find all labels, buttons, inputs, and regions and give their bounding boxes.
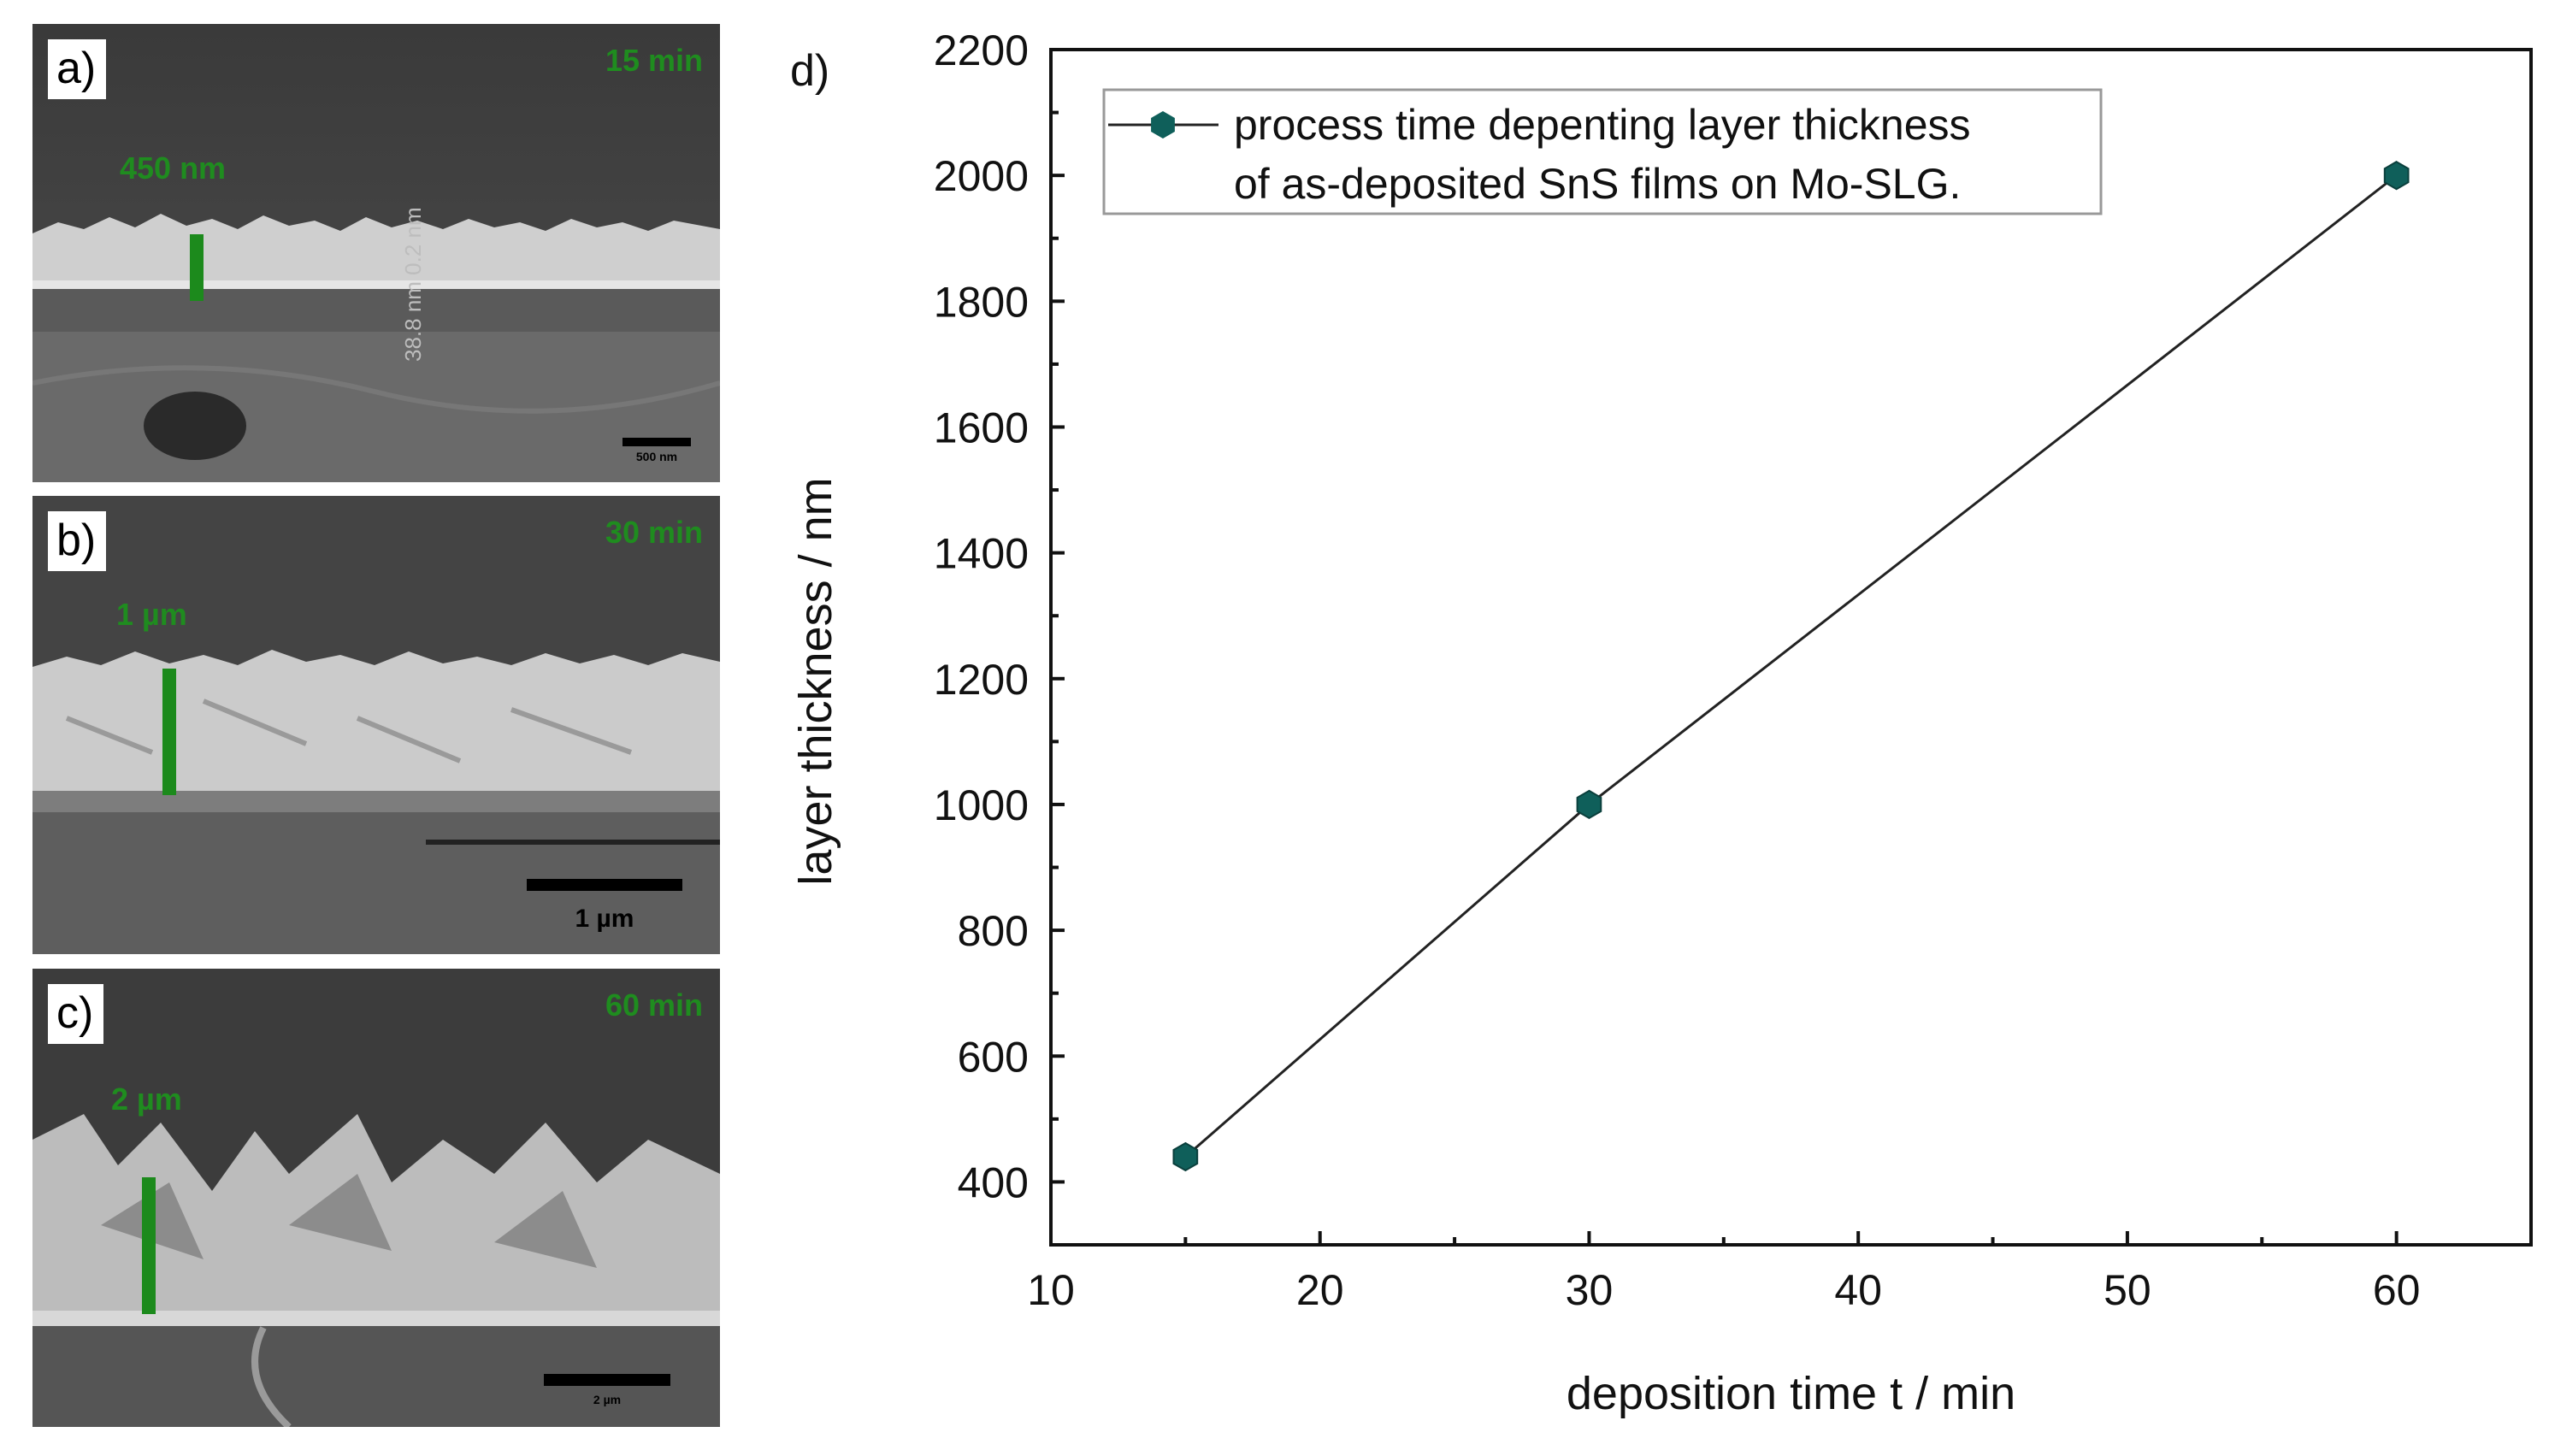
legend-text-line-1: process time depenting layer thickness (1234, 101, 1971, 149)
thickness-label-a: 450 nm (120, 150, 227, 186)
y-tick-label: 600 (958, 1033, 1029, 1081)
legend-text-line-2: of as-deposited SnS films on Mo-SLG. (1234, 160, 1961, 208)
y-tick-label: 400 (958, 1158, 1029, 1206)
legend-marker-swatch (1151, 111, 1175, 139)
data-point-marker (1576, 789, 1602, 820)
y-axis-label: layer thickness / nm (790, 477, 841, 885)
x-tick-label: 40 (1834, 1266, 1882, 1314)
scale-text-c: 2 µm (593, 1393, 622, 1406)
y-tick-label: 1400 (934, 530, 1029, 578)
thickness-chart: d) 10 20 30 40 50 60 400 600 800 1000 1200 1400 160… (790, 27, 2533, 1419)
x-tick-label: 30 (1566, 1266, 1614, 1314)
legend: process time depenting layer thickness o… (1102, 88, 2103, 215)
time-label-b: 30 min (605, 515, 703, 550)
panel-label-a: a) (48, 39, 107, 99)
data-point-marker (1172, 1141, 1199, 1172)
scale-bar-a (622, 438, 691, 446)
series-line (1184, 174, 2398, 1158)
y-tick-label: 1800 (934, 278, 1029, 326)
scale-bar-c (544, 1374, 670, 1386)
data-point-marker (2383, 161, 2410, 191)
time-label-a: 15 min (605, 43, 703, 78)
plot-frame (1049, 48, 2533, 1247)
thickness-label-c: 2 µm (111, 1082, 182, 1117)
legend-box (1102, 88, 2103, 215)
sem-micrograph-a (32, 24, 720, 482)
y-tick-label: 1000 (934, 781, 1029, 829)
scale-bar-b (527, 879, 682, 891)
y-tick-label: 2200 (934, 27, 1029, 74)
y-tick-label: 1200 (934, 656, 1029, 704)
panel-label-c: c) (48, 984, 104, 1044)
thickness-bar-b (162, 669, 176, 795)
x-tick-label: 50 (2104, 1266, 2151, 1314)
thickness-label-b: 1 µm (116, 597, 187, 632)
time-label-c: 60 min (605, 987, 703, 1023)
thickness-bar-a (190, 234, 204, 301)
sem-image-panel-a: a) 15 min 450 nm 38.8 nm 0.2 nm 500 nm (32, 24, 720, 482)
x-tick-label: 60 (2373, 1266, 2421, 1314)
scale-text-b: 1 µm (575, 905, 634, 933)
scale-text-a: 500 nm (635, 450, 678, 463)
y-tick-label: 1600 (934, 404, 1029, 451)
x-axis-label: deposition time t / min (1567, 1368, 2015, 1419)
panel-label-b: b) (48, 511, 107, 571)
x-tick-label: 10 (1027, 1266, 1075, 1314)
sem-image-panel-c: c) 60 min 2 µm 2 µm (32, 969, 720, 1427)
data-series (1172, 161, 2410, 1172)
panel-label-d: d) (790, 46, 829, 96)
sem-image-panel-b: b) 30 min 1 µm 1 µm (32, 496, 720, 954)
sem-micrograph-c (32, 969, 720, 1427)
x-tick-label: 20 (1296, 1266, 1344, 1314)
thickness-bar-c (142, 1177, 156, 1314)
y-tick-label: 800 (958, 907, 1029, 955)
measurement-overlay-a: 38.8 nm 0.2 nm (400, 207, 426, 362)
y-tick-label: 2000 (934, 152, 1029, 200)
x-axis-ticks: 10 20 30 40 50 60 (1027, 1231, 2420, 1314)
y-axis-ticks: 400 600 800 1000 1200 1400 1600 1800 2000 2200 (934, 27, 1065, 1206)
